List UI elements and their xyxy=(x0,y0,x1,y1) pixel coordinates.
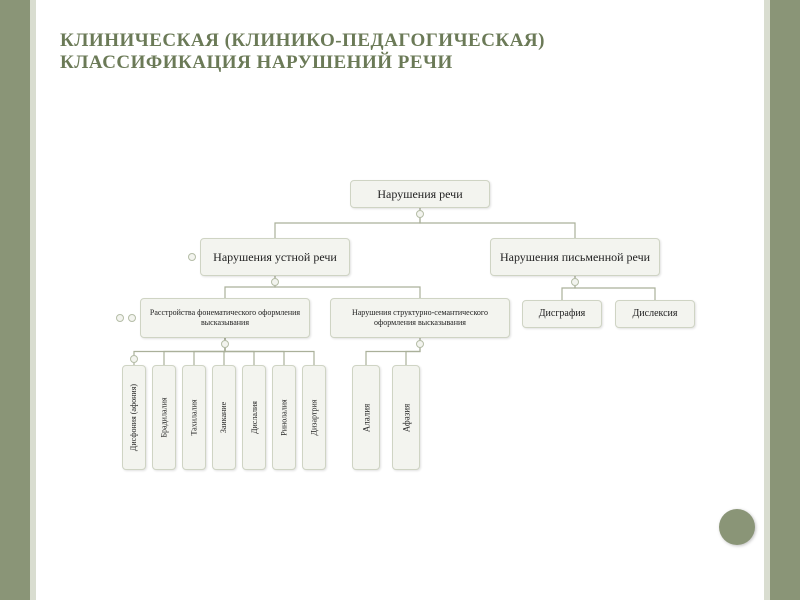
edge-root-written xyxy=(420,208,575,238)
nav-circle[interactable] xyxy=(571,278,579,286)
nav-circle[interactable] xyxy=(128,314,136,322)
node-label: Ринолалия xyxy=(280,399,289,435)
node-label: Нарушения письменной речи xyxy=(500,250,650,264)
edge-root-oral xyxy=(275,208,420,238)
node-written: Нарушения письменной речи xyxy=(490,238,660,276)
node-leaf4: Заикание xyxy=(212,365,236,470)
node-root: Нарушения речи xyxy=(350,180,490,208)
node-label: Дислексия xyxy=(632,308,677,320)
node-label: Алалия xyxy=(361,403,371,432)
nav-circle[interactable] xyxy=(188,253,196,261)
node-label: Дизартрия xyxy=(310,400,319,436)
node-leaf8: Алалия xyxy=(352,365,380,470)
node-label: Тахилалия xyxy=(190,399,199,435)
nav-circle[interactable] xyxy=(271,278,279,286)
node-label: Нарушения речи xyxy=(377,187,462,201)
node-leaf9: Афазия xyxy=(392,365,420,470)
slide: КЛИНИЧЕСКАЯ (КЛИНИКО-ПЕДАГОГИЧЕСКАЯ) КЛА… xyxy=(0,0,800,600)
node-label: Нарушения устной речи xyxy=(213,250,337,264)
edge-oral-semantic xyxy=(275,276,420,298)
node-dysgraphia: Дисграфия xyxy=(522,300,602,328)
node-phonematic: Расстройства фонематического оформления … xyxy=(140,298,310,338)
node-label: Брадилалия xyxy=(160,397,169,437)
nav-circle[interactable] xyxy=(116,314,124,322)
node-label: Дислалия xyxy=(250,401,259,434)
decor-circle xyxy=(719,509,755,545)
node-label: Заикание xyxy=(220,402,229,433)
node-leaf7: Дизартрия xyxy=(302,365,326,470)
node-leaf3: Тахилалия xyxy=(182,365,206,470)
node-label: Расстройства фонематического оформления … xyxy=(145,308,305,327)
edge-oral-phonematic xyxy=(225,276,275,298)
node-leaf1: Дисфония (афония) xyxy=(122,365,146,470)
node-label: Нарушения структурно-семантического офор… xyxy=(335,308,505,327)
node-leaf5: Дислалия xyxy=(242,365,266,470)
node-dyslexia: Дислексия xyxy=(615,300,695,328)
node-label: Афазия xyxy=(401,403,411,432)
nav-circle[interactable] xyxy=(221,340,229,348)
node-label: Дисфония (афония) xyxy=(130,384,139,451)
node-leaf6: Ринолалия xyxy=(272,365,296,470)
nav-circle[interactable] xyxy=(416,340,424,348)
node-semantic: Нарушения структурно-семантического офор… xyxy=(330,298,510,338)
edge-phonematic-leaf7 xyxy=(225,338,314,365)
node-leaf2: Брадилалия xyxy=(152,365,176,470)
nav-circle[interactable] xyxy=(130,355,138,363)
node-oral: Нарушения устной речи xyxy=(200,238,350,276)
nav-circle[interactable] xyxy=(416,210,424,218)
node-label: Дисграфия xyxy=(539,308,586,320)
edge-written-dyslexia xyxy=(575,276,655,300)
